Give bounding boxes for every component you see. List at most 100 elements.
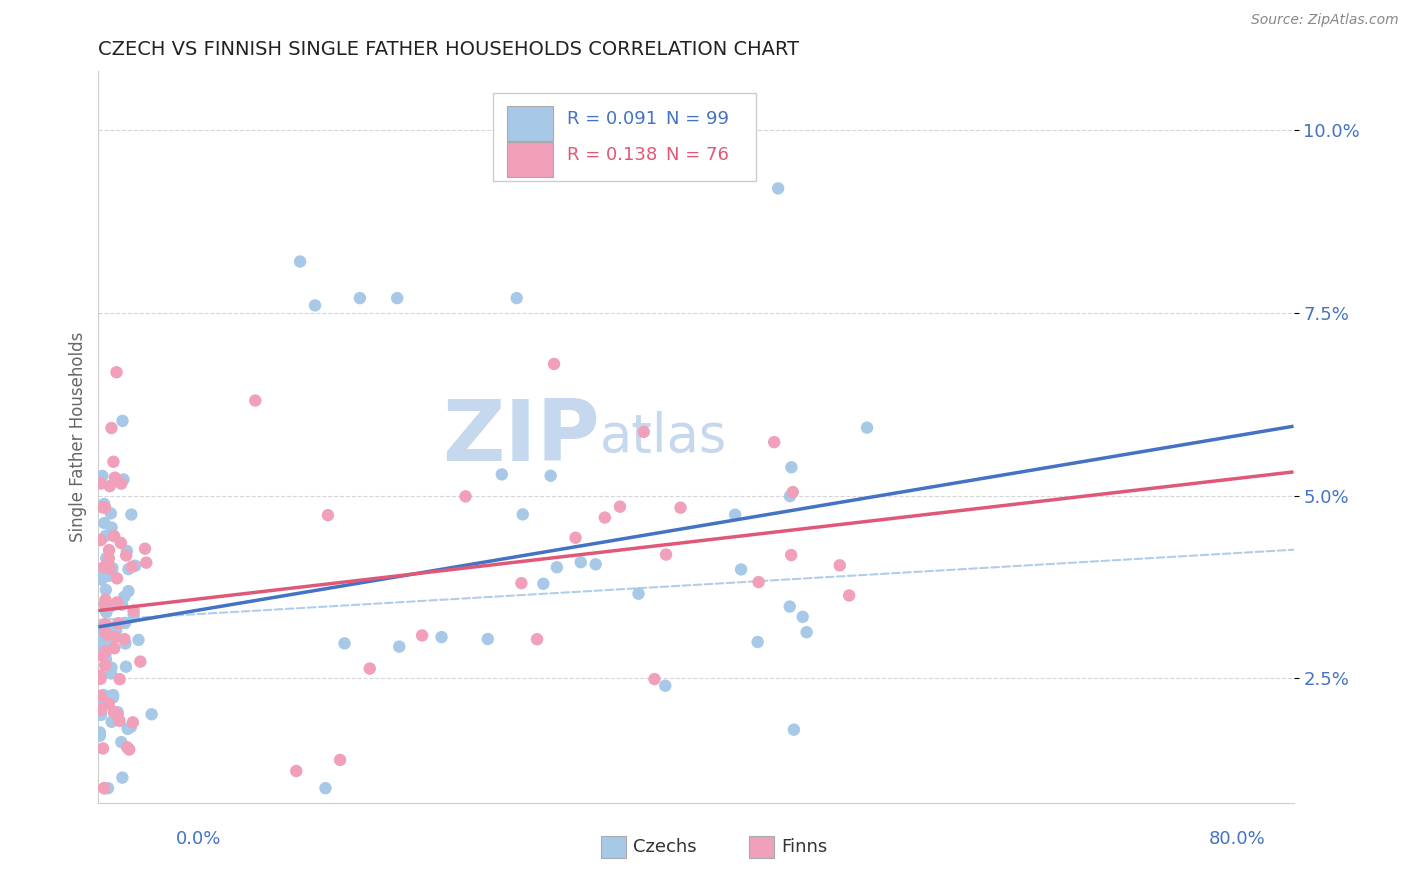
Point [838, 589, 860, 603]
Point [90, 643, 112, 657]
Point [101, 690, 124, 705]
Text: CZECH VS FINNISH SINGLE FATHER HOUSEHOLDS CORRELATION CHART: CZECH VS FINNISH SINGLE FATHER HOUSEHOLD… [98, 39, 800, 59]
Point [94, 644, 117, 658]
Point [828, 558, 851, 573]
Point [779, 599, 801, 614]
Point [90, 573, 112, 587]
Point [103, 630, 125, 644]
Point [93, 781, 115, 796]
Point [117, 722, 139, 736]
Point [120, 508, 142, 522]
Point [117, 584, 139, 599]
Point [97, 620, 120, 634]
Point [97, 551, 120, 566]
Point [93, 688, 115, 702]
Point [333, 636, 356, 650]
Point [510, 576, 533, 591]
Point [506, 291, 529, 305]
Point [329, 753, 352, 767]
Point [546, 560, 568, 574]
Point [89, 671, 111, 685]
Point [91, 500, 114, 515]
Point [430, 630, 453, 644]
Point [94, 617, 117, 632]
Point [763, 435, 786, 450]
Point [747, 635, 769, 649]
Point [385, 291, 409, 305]
Text: Source: ZipAtlas.com: Source: ZipAtlas.com [1251, 13, 1399, 28]
Point [103, 706, 125, 721]
Point [110, 735, 132, 749]
Point [491, 467, 513, 482]
Point [94, 597, 117, 611]
Point [105, 365, 128, 379]
Point [633, 425, 655, 439]
Point [97, 569, 120, 583]
Point [654, 679, 676, 693]
Point [94, 500, 117, 515]
Point [115, 544, 138, 558]
Point [105, 571, 128, 585]
Text: Finns: Finns [782, 838, 827, 856]
Point [134, 541, 156, 556]
Text: 80.0%: 80.0% [1209, 830, 1265, 847]
Point [655, 548, 678, 562]
Point [89, 620, 111, 634]
Point [316, 508, 339, 523]
FancyBboxPatch shape [508, 106, 553, 141]
Point [103, 705, 125, 719]
Point [779, 489, 801, 503]
Point [569, 555, 592, 569]
Point [105, 595, 128, 609]
Point [792, 610, 814, 624]
Point [91, 741, 114, 756]
Point [724, 508, 747, 522]
Point [97, 628, 120, 642]
Text: ZIP: ZIP [443, 395, 600, 479]
Point [388, 640, 411, 654]
Point [96, 551, 118, 566]
Point [627, 587, 650, 601]
Point [100, 599, 122, 613]
Point [304, 298, 326, 312]
Point [748, 575, 770, 590]
Point [780, 460, 803, 475]
Point [114, 636, 136, 650]
Text: R = 0.138: R = 0.138 [567, 146, 657, 164]
Point [94, 652, 117, 666]
Point [94, 781, 117, 796]
Point [90, 628, 112, 642]
Point [94, 624, 117, 639]
Point [96, 601, 118, 615]
Text: N = 76: N = 76 [666, 146, 728, 164]
Text: N = 99: N = 99 [666, 110, 730, 128]
Point [100, 660, 122, 674]
Point [93, 781, 115, 796]
Point [526, 632, 548, 647]
Point [98, 543, 121, 558]
Point [110, 476, 132, 491]
Point [110, 536, 132, 550]
Point [91, 648, 114, 663]
Point [104, 470, 127, 484]
Point [107, 705, 129, 719]
Point [540, 468, 562, 483]
Point [609, 500, 631, 514]
Point [288, 254, 311, 268]
Point [89, 707, 111, 722]
Point [512, 508, 534, 522]
Text: atlas: atlas [600, 411, 728, 463]
Point [122, 607, 145, 622]
Point [100, 666, 122, 681]
Point [90, 533, 112, 548]
Point [96, 690, 118, 704]
Point [89, 725, 111, 739]
Point [285, 764, 308, 778]
Text: R = 0.091: R = 0.091 [567, 110, 657, 128]
Point [101, 566, 124, 580]
Point [121, 559, 143, 574]
Y-axis label: Single Father Households: Single Father Households [69, 332, 87, 542]
Point [97, 690, 120, 704]
Point [103, 455, 125, 469]
Point [93, 516, 115, 530]
